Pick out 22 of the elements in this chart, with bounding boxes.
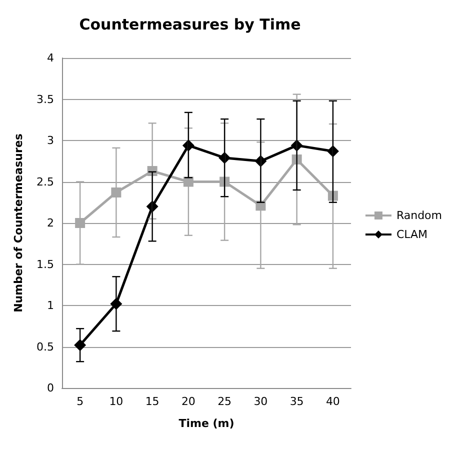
y-tick-label: 3: [47, 134, 54, 147]
y-tick-label: 3.5: [36, 92, 54, 106]
x-axis-title: Time (m): [178, 417, 234, 430]
y-tick-label: 4: [47, 52, 54, 64]
x-tick-label: 5: [76, 395, 84, 408]
y-tick-label: 2.5: [36, 175, 54, 188]
y-tick-label: 0: [47, 382, 54, 394]
x-tick-label: 15: [145, 395, 160, 408]
legend-label: CLAM: [396, 228, 428, 241]
y-tick-label: 2: [47, 216, 54, 230]
x-tick-label: 40: [326, 395, 340, 408]
legend-label: Random: [396, 209, 442, 222]
x-tick-label: 30: [254, 395, 268, 408]
y-tick-label: 1: [47, 299, 54, 312]
x-tick-label: 20: [181, 395, 196, 408]
y-tick-label: 0.5: [36, 340, 54, 354]
x-tick-label: 25: [218, 395, 232, 408]
x-tick-label: 35: [290, 395, 304, 408]
chart-title: Countermeasures by Time: [79, 16, 301, 34]
y-tick-label: 1.5: [36, 258, 54, 271]
y-axis-title: Number of Countermeasures: [12, 133, 25, 312]
x-tick-label: 10: [109, 395, 124, 408]
